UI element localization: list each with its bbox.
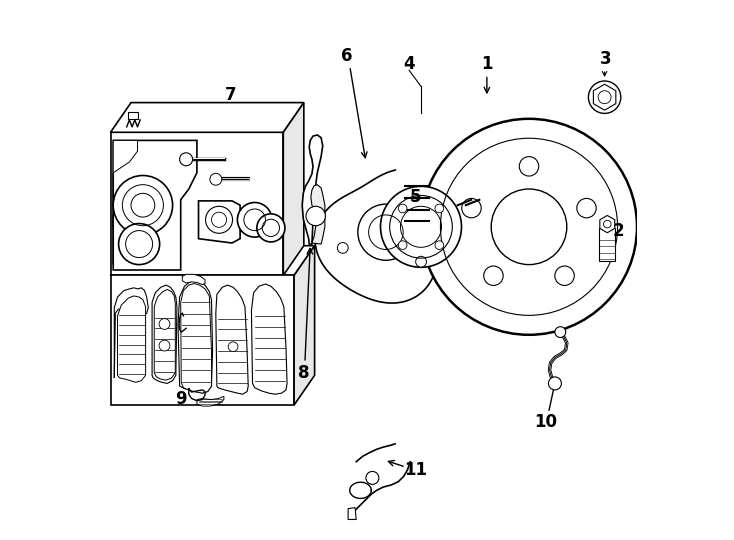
Polygon shape [113, 140, 137, 227]
Text: 3: 3 [600, 50, 611, 69]
Polygon shape [154, 289, 175, 380]
Circle shape [548, 377, 562, 390]
Circle shape [589, 81, 621, 113]
Polygon shape [302, 135, 323, 244]
Text: 8: 8 [298, 363, 310, 382]
Circle shape [435, 204, 443, 213]
Polygon shape [283, 103, 304, 275]
Text: 4: 4 [403, 55, 415, 73]
Circle shape [519, 157, 539, 176]
Bar [128, 112, 137, 119]
Polygon shape [197, 396, 224, 406]
Circle shape [113, 176, 172, 235]
Circle shape [555, 266, 574, 286]
Circle shape [598, 91, 611, 104]
Polygon shape [315, 169, 454, 303]
Circle shape [257, 214, 285, 242]
Circle shape [237, 202, 272, 237]
Text: 5: 5 [410, 188, 421, 206]
Polygon shape [294, 246, 315, 405]
Polygon shape [152, 285, 177, 383]
Circle shape [462, 198, 482, 218]
Circle shape [421, 119, 637, 335]
Polygon shape [600, 215, 615, 233]
Polygon shape [111, 275, 294, 405]
Circle shape [180, 153, 192, 166]
Polygon shape [198, 201, 240, 243]
Circle shape [119, 224, 159, 265]
Circle shape [399, 204, 407, 213]
Circle shape [415, 256, 426, 267]
Text: 1: 1 [481, 55, 493, 73]
Polygon shape [111, 246, 315, 275]
Polygon shape [593, 84, 616, 110]
Text: 7: 7 [225, 85, 237, 104]
Circle shape [357, 204, 414, 260]
Polygon shape [113, 140, 197, 270]
Circle shape [366, 471, 379, 484]
Polygon shape [178, 281, 213, 393]
Circle shape [555, 327, 566, 338]
Polygon shape [111, 103, 304, 132]
Circle shape [399, 241, 407, 249]
Circle shape [484, 266, 504, 286]
Polygon shape [117, 296, 145, 382]
Polygon shape [310, 185, 325, 244]
Polygon shape [252, 284, 287, 394]
Text: 11: 11 [404, 461, 427, 479]
Polygon shape [111, 132, 283, 275]
Circle shape [577, 198, 596, 218]
Text: 2: 2 [612, 222, 624, 240]
Circle shape [380, 186, 462, 267]
Circle shape [159, 319, 170, 329]
Circle shape [435, 241, 443, 249]
Circle shape [306, 206, 325, 226]
Polygon shape [348, 508, 356, 519]
Polygon shape [113, 190, 161, 265]
Wedge shape [386, 160, 458, 232]
Bar [599, 228, 615, 261]
Circle shape [210, 173, 222, 185]
Circle shape [338, 242, 348, 253]
Circle shape [206, 206, 233, 233]
Text: 10: 10 [534, 413, 556, 431]
Polygon shape [182, 274, 205, 285]
Text: 6: 6 [341, 47, 353, 65]
Text: 9: 9 [175, 389, 186, 408]
Circle shape [228, 342, 238, 352]
Polygon shape [181, 284, 211, 393]
Circle shape [159, 340, 170, 351]
Polygon shape [115, 288, 148, 378]
Polygon shape [216, 285, 248, 394]
